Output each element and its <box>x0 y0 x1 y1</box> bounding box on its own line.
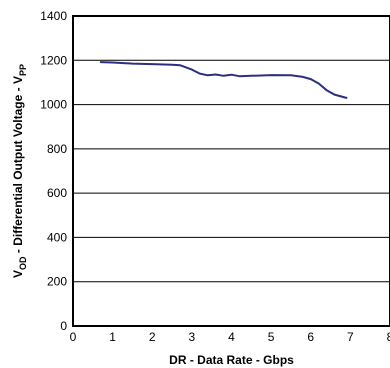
y-tick-label: 0 <box>60 319 67 333</box>
series-layer <box>99 61 348 99</box>
y-axis-title: VOD - Differential Output Voltage - VPP <box>11 64 28 278</box>
y-tick-label: 200 <box>47 275 67 289</box>
y-axis-title-main-sub: PP <box>18 64 28 76</box>
x-tick-label: 7 <box>347 330 354 344</box>
y-tick-label: 1400 <box>40 9 67 23</box>
plot-area-frame <box>72 15 390 327</box>
grid-lines <box>73 15 390 327</box>
x-tick-label: 1 <box>109 330 116 344</box>
x-tick-label: 0 <box>70 330 77 344</box>
x-tick-label: 3 <box>189 330 196 344</box>
x-tick-label: 4 <box>228 330 235 344</box>
x-tick-label: 2 <box>149 330 156 344</box>
y-axis-title-main: - Differential Output Voltage - V <box>11 76 25 256</box>
tick-labels: 0 200 400 600 800 1000 1200 1400 0 1 2 3 4 5 6 7 8 <box>40 9 390 344</box>
x-tick-label: 5 <box>268 330 275 344</box>
y-tick-label: 1000 <box>40 98 67 112</box>
y-tick-label: 1200 <box>40 53 67 67</box>
x-axis-title: DR - Data Rate - Gbps <box>169 353 294 367</box>
y-tick-label: 800 <box>47 142 67 156</box>
y-tick-label: 600 <box>47 186 67 200</box>
x-tick-label: 8 <box>387 330 390 344</box>
y-axis-title-prefix-sub: OD <box>18 256 28 270</box>
series-line <box>99 61 348 99</box>
y-axis-title-prefix: V <box>11 270 25 278</box>
x-tick-label: 6 <box>307 330 314 344</box>
y-tick-label: 400 <box>47 230 67 244</box>
